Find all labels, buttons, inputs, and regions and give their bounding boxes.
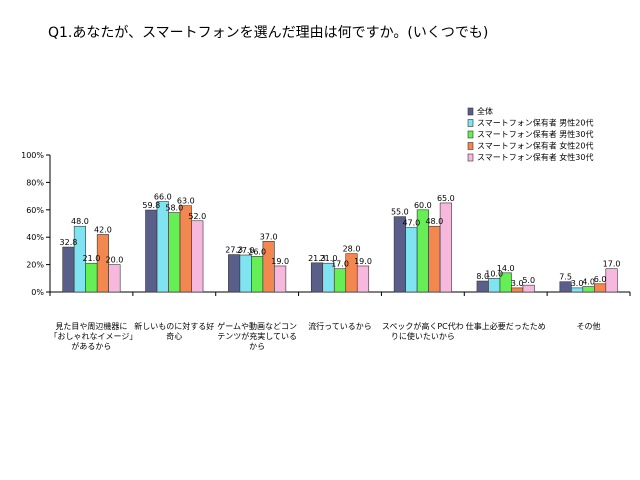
data-label: 63.0	[177, 197, 195, 206]
legend-swatch	[467, 119, 474, 127]
data-label: 28.0	[343, 245, 361, 254]
legend-entry: スマートフォン保有者 女性20代	[477, 141, 593, 151]
bar	[191, 220, 204, 293]
data-label: 17.0	[331, 260, 349, 269]
bar	[488, 277, 501, 293]
data-label: 14.0	[497, 264, 515, 273]
data-label: 37.0	[260, 232, 278, 241]
legend-swatch	[467, 107, 474, 116]
data-labels: 32.8 59.8 27.3 21.3 55.0 8.0 7.5 48.0 66.0 27.0 21…	[60, 193, 621, 288]
data-label: 55.0	[391, 208, 409, 217]
chart-title: Q1.あなたが、スマートフォンを選んだ理由は何ですか。(いくつでも)	[48, 25, 489, 41]
bar	[108, 264, 121, 293]
data-label: 3.0	[511, 279, 524, 288]
bar	[522, 284, 535, 293]
bar	[156, 201, 169, 293]
bar	[310, 262, 324, 293]
legend-entry: スマートフォン保有者 女性30代	[477, 152, 593, 162]
data-label: 21.0	[320, 254, 338, 263]
bar	[605, 268, 618, 293]
data-label: 19.0	[271, 257, 289, 266]
legend-entry: スマートフォン保有者 男性20代	[477, 118, 593, 128]
bar	[274, 265, 287, 293]
x-category-label: 流行っているから	[308, 322, 372, 331]
bar	[428, 225, 441, 293]
y-tick-label: 60%	[26, 206, 44, 215]
bar	[356, 265, 370, 293]
bar	[571, 287, 584, 293]
data-label: 17.0	[603, 260, 621, 269]
bar	[145, 209, 158, 293]
bar	[499, 272, 512, 293]
data-label: 4.0	[582, 278, 595, 287]
x-category-label: 見た目や周辺機器に「おしゃれなイメージ」があるから	[49, 322, 134, 351]
data-label: 32.8	[60, 238, 78, 247]
bar	[439, 202, 452, 293]
data-label: 6.0	[594, 275, 607, 284]
x-category-label: その他	[576, 322, 601, 331]
bar	[594, 283, 607, 293]
data-label: 59.8	[142, 201, 160, 210]
data-label: 19.0	[354, 257, 372, 266]
x-category-label: スペックが高くPC代わりに使いたいから	[381, 322, 464, 341]
data-label: 60.0	[414, 201, 432, 210]
bar	[96, 234, 109, 293]
data-label: 26.0	[248, 247, 266, 256]
y-tick-label: 40%	[26, 233, 44, 242]
data-label: 3.0	[571, 279, 584, 288]
bar	[405, 227, 418, 293]
bar	[333, 268, 347, 293]
data-label: 21.0	[83, 254, 101, 263]
legend-swatch	[467, 142, 474, 150]
data-label: 21.3	[308, 254, 326, 263]
bar	[582, 286, 595, 293]
data-label: 47.0	[402, 219, 420, 228]
bar	[511, 287, 524, 293]
data-label: 48.0	[71, 217, 89, 226]
bar	[239, 254, 252, 293]
bar	[62, 246, 75, 293]
data-label: 52.0	[188, 212, 206, 221]
y-tick-label: 20%	[26, 261, 44, 270]
legend-swatch	[467, 130, 474, 139]
data-label: 8.0	[476, 272, 489, 281]
data-label: 7.5	[559, 273, 572, 282]
legend-entry: 全体	[477, 106, 493, 116]
legend-swatch	[467, 153, 474, 162]
x-category-label: 仕事上必要だったため	[465, 322, 546, 331]
legend-entry: スマートフォン保有者 男性30代	[477, 129, 593, 139]
x-category-label: ゲームや動画などコンテンツが充実しているから	[217, 322, 298, 351]
bar	[73, 225, 86, 293]
bar	[393, 216, 406, 293]
bar	[476, 280, 489, 293]
data-label: 10.0	[485, 269, 503, 278]
data-label: 42.0	[94, 225, 112, 234]
bar	[228, 254, 241, 293]
y-tick-label: 100%	[21, 151, 44, 160]
data-label: 27.0	[237, 246, 255, 255]
data-label: 48.0	[425, 217, 443, 226]
bar	[168, 212, 181, 293]
data-label: 20.0	[106, 256, 124, 265]
bar	[85, 262, 98, 293]
data-label: 58.0	[165, 204, 183, 213]
y-tick-label: 80%	[26, 178, 44, 187]
bar	[251, 256, 264, 293]
bar	[559, 281, 572, 293]
data-label: 66.0	[154, 193, 172, 202]
data-label: 5.0	[522, 276, 535, 285]
y-tick-label: 0%	[31, 288, 44, 297]
x-category-label: 新しいものに対する好奇心	[134, 322, 215, 341]
bars	[62, 201, 618, 293]
data-label: 65.0	[437, 194, 455, 203]
data-label: 27.3	[225, 246, 243, 255]
